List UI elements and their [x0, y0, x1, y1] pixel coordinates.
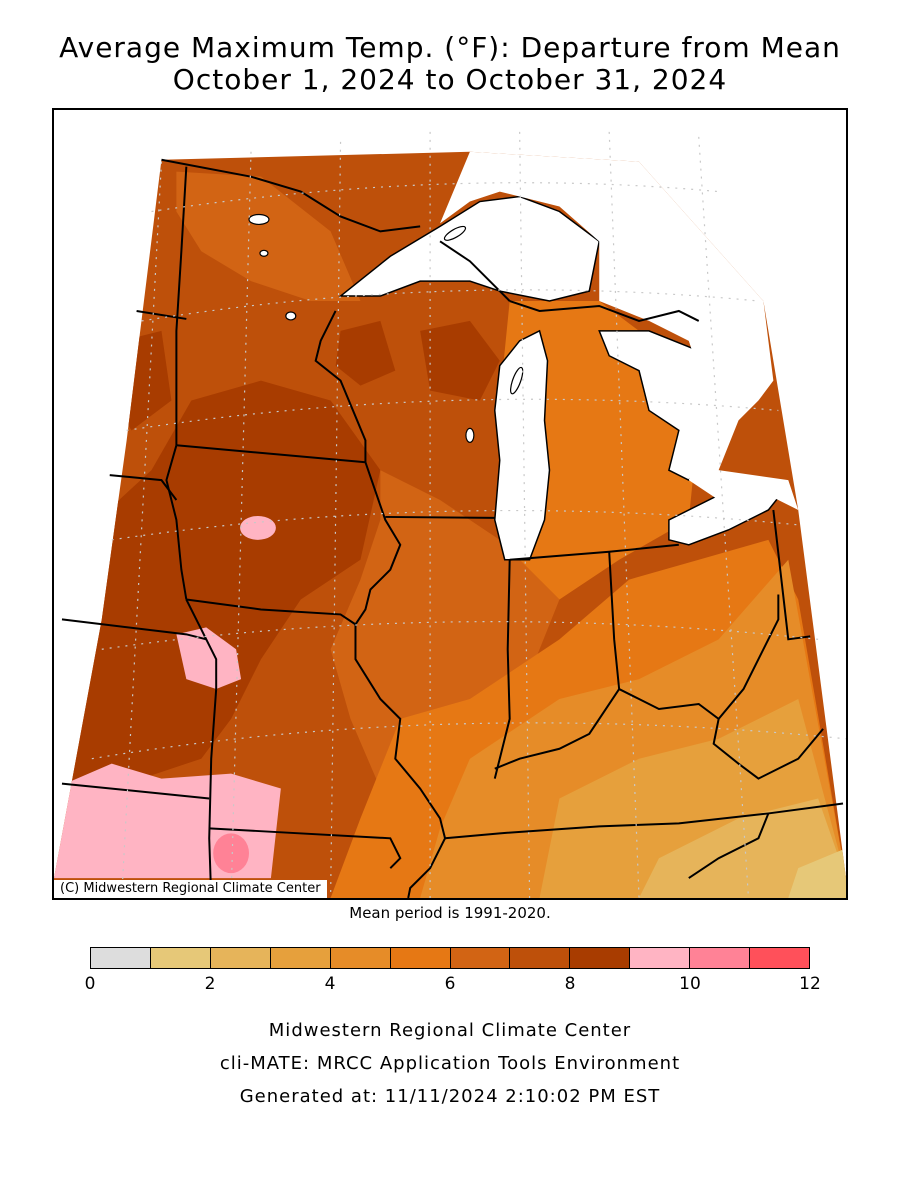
- lake-superior: [338, 195, 601, 302]
- border-nd-sd: [136, 309, 187, 320]
- border-ne-mo: [185, 599, 218, 690]
- border-mo-ar: [209, 827, 402, 869]
- contour-10-11-ks: [213, 833, 250, 874]
- border-ia-sd: [165, 445, 188, 600]
- border-mi-up: [509, 300, 700, 322]
- border-in-oh: [608, 551, 621, 690]
- border-va-ky: [688, 813, 770, 879]
- border-il-in: [493, 559, 511, 779]
- state-borders: [61, 158, 844, 898]
- contour-9-10-missouri: [176, 627, 242, 690]
- legend-tick-label: 2: [204, 974, 216, 994]
- footer-generated: Generated at: 11/11/2024 2:10:02 PM EST: [239, 1086, 661, 1107]
- border-ky-in: [494, 688, 620, 770]
- map-credit: (C) Midwestern Regional Climate Center: [54, 880, 327, 898]
- border-wi-il: [385, 515, 495, 519]
- legend-swatch-3-4: [270, 948, 331, 968]
- color-legend: [90, 947, 810, 969]
- legend-tick-label: 4: [324, 974, 336, 994]
- legend-swatch-8-9: [570, 948, 631, 968]
- border-sd-ne: [109, 474, 178, 501]
- border-ks-ok: [61, 782, 210, 800]
- legend-swatch-6-7: [450, 948, 511, 968]
- border-mo-il: [354, 624, 446, 839]
- isle-royale: [443, 225, 467, 241]
- border-oh-pa: [772, 509, 811, 641]
- border-ia-mo: [186, 598, 357, 626]
- legend-swatch-1-2: [150, 948, 211, 968]
- lake-of-woods: [248, 213, 270, 226]
- map-title: Average Maximum Temp. (°F): Departure fr…: [59, 31, 841, 64]
- border-ky-tn: [444, 802, 844, 840]
- islands: [248, 213, 524, 443]
- mean-period-note: Mean period is 1991-2020.: [349, 904, 551, 922]
- legend-swatch-10-11: [690, 948, 751, 968]
- legend-tick-label: 6: [444, 974, 456, 994]
- small-lake-3: [465, 427, 475, 443]
- map-panel: (C) Midwestern Regional Climate Center: [52, 108, 848, 900]
- footer-organization: Midwestern Regional Climate Center: [268, 1020, 632, 1041]
- border-mn-wi: [314, 310, 367, 463]
- border-mo-ks: [208, 688, 218, 898]
- door-peninsula-lake: [510, 366, 524, 395]
- legend-swatch-7-8: [510, 948, 571, 968]
- graticule: [91, 131, 846, 898]
- border-ky-wv: [712, 718, 824, 780]
- legend-swatch-2-3: [210, 948, 271, 968]
- border-mi-in-oh: [509, 543, 679, 561]
- lake-michigan: [494, 329, 551, 561]
- border-mn-ia: [176, 444, 366, 464]
- legend-tick-label: 12: [799, 974, 821, 994]
- legend-swatch-5-6: [390, 948, 451, 968]
- contour-8-9-minnesota: [335, 320, 396, 386]
- legend-swatch-0-1: [91, 948, 151, 968]
- map-date-range: October 1, 2024 to October 31, 2024: [172, 63, 728, 96]
- legend-tick-label: 10: [679, 974, 701, 994]
- legend-tick-label: 0: [84, 974, 96, 994]
- border-ne-ks: [61, 618, 207, 641]
- border-mississippi-south: [407, 837, 446, 898]
- contour-8-9-west: [54, 380, 381, 789]
- lake-huron: [598, 330, 720, 482]
- departure-map: [54, 131, 846, 898]
- footer-tool: cli-MATE: MRCC Application Tools Environ…: [219, 1053, 681, 1074]
- border-canada-mn: [161, 158, 421, 233]
- contour-2-3-southeast: [639, 798, 846, 898]
- canada-region: [440, 151, 799, 510]
- legend-swatch-4-5: [330, 948, 391, 968]
- legend-ticks: 0 2 4 6 8 10 12: [85, 974, 821, 998]
- border-mn-nd: [175, 166, 188, 446]
- small-lake-2: [259, 249, 269, 257]
- contour-1-2-corner: [788, 848, 846, 898]
- contour-6-7-mn: [176, 171, 361, 302]
- contour-8-9-wisconsin: [420, 320, 500, 401]
- contour-9-10-nd: [240, 515, 276, 540]
- legend-tick-label: 8: [564, 974, 576, 994]
- border-wi-mi-up: [439, 240, 511, 302]
- legend-swatch-11-12: [750, 948, 810, 968]
- border-ia-wi-il: [354, 461, 402, 625]
- legend-swatch-9-10: [630, 948, 691, 968]
- small-lake: [285, 311, 297, 321]
